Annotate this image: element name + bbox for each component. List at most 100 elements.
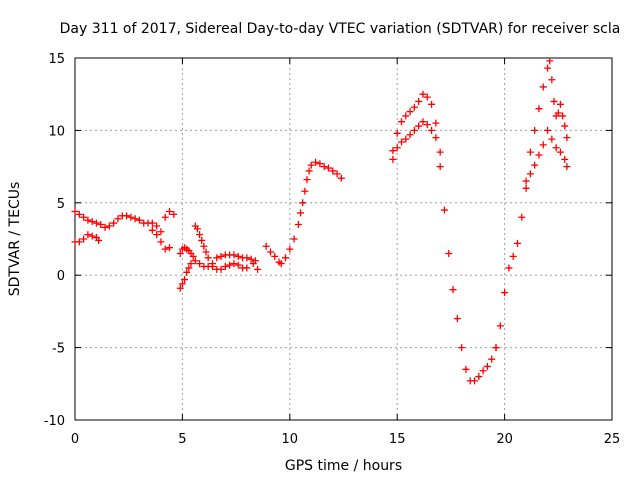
data-point: [415, 122, 423, 130]
data-point: [297, 209, 305, 217]
data-point: [84, 216, 92, 224]
data-point: [505, 264, 513, 272]
data-point: [522, 177, 530, 185]
data-point: [410, 126, 418, 134]
data-point: [393, 129, 401, 137]
data-point: [101, 223, 109, 231]
data-point: [312, 158, 320, 166]
data-point: [234, 261, 242, 269]
series-4: [191, 222, 251, 273]
data-point: [397, 118, 405, 126]
data-point: [95, 236, 103, 244]
y-tick-label: 10: [48, 124, 65, 139]
data-point: [471, 377, 479, 385]
data-point: [262, 242, 270, 250]
data-point: [458, 344, 466, 352]
data-point: [271, 252, 279, 260]
data-point: [518, 213, 526, 221]
data-point: [226, 261, 234, 269]
data-point: [513, 239, 521, 247]
data-point: [535, 105, 543, 113]
data-point: [440, 206, 448, 214]
data-point: [105, 222, 113, 230]
data-point: [337, 174, 345, 182]
data-point: [202, 248, 210, 256]
data-point: [389, 155, 397, 163]
y-tick-label: -10: [44, 414, 65, 429]
data-point: [449, 286, 457, 294]
data-point: [307, 161, 315, 169]
data-point: [479, 367, 487, 375]
chart-title: Day 311 of 2017, Sidereal Day-to-day VTE…: [60, 21, 621, 37]
data-point: [550, 97, 558, 105]
data-point: [488, 355, 496, 363]
data-point: [552, 144, 560, 152]
data-point: [213, 254, 221, 262]
series-8: [492, 126, 571, 352]
data-point: [234, 252, 242, 260]
data-point: [436, 163, 444, 171]
data-point: [535, 151, 543, 159]
data-point: [294, 221, 302, 229]
data-point: [148, 226, 156, 234]
data-point: [176, 249, 184, 257]
data-point: [114, 215, 122, 223]
data-point: [561, 122, 569, 130]
data-point: [88, 218, 96, 226]
plot-frame: [74, 57, 613, 421]
data-point: [196, 231, 204, 239]
series-1: [71, 226, 174, 253]
data-point: [563, 134, 571, 142]
series-6: [389, 90, 500, 385]
data-point: [428, 126, 436, 134]
data-point: [316, 160, 324, 168]
data-point: [546, 57, 554, 65]
data-point: [176, 284, 184, 292]
data-point: [453, 315, 461, 323]
data-point: [189, 252, 197, 260]
data-point: [324, 164, 332, 172]
x-tick-labels: 0 5 10 15 20 25: [71, 432, 620, 447]
data-point: [290, 235, 298, 243]
data-point: [410, 103, 418, 111]
data-point: [301, 187, 309, 195]
data-point: [539, 83, 547, 91]
data-point: [148, 219, 156, 227]
data-point: [445, 249, 453, 257]
data-point: [153, 231, 161, 239]
data-point: [75, 210, 83, 218]
data-point: [230, 251, 238, 259]
series-0: [71, 207, 178, 236]
y-tick-label: -5: [52, 342, 65, 357]
data-point: [193, 225, 201, 233]
data-point: [127, 213, 135, 221]
data-point: [161, 213, 169, 221]
data-point: [475, 373, 483, 381]
data-point: [84, 231, 92, 239]
data-point: [187, 260, 195, 268]
data-point: [554, 109, 562, 117]
data-point: [204, 254, 212, 262]
data-point: [483, 362, 491, 370]
data-point: [563, 163, 571, 171]
data-point: [153, 222, 161, 230]
data-point: [181, 276, 189, 284]
data-point: [71, 207, 79, 215]
data-point: [191, 257, 199, 265]
x-tick-label: 15: [389, 432, 406, 447]
series-5: [249, 158, 345, 273]
data-point: [221, 263, 229, 271]
data-point: [183, 268, 191, 276]
data-point: [305, 167, 313, 175]
data-point: [556, 100, 564, 108]
y-tick-label: 0: [57, 269, 65, 284]
data-point: [428, 100, 436, 108]
data-point: [131, 215, 139, 223]
x-axis-label: GPS time / hours: [285, 458, 402, 474]
x-tick-label: 25: [604, 432, 621, 447]
series-3: [176, 260, 195, 292]
data-point: [522, 184, 530, 192]
data-point: [92, 219, 100, 227]
data-point: [75, 238, 83, 246]
